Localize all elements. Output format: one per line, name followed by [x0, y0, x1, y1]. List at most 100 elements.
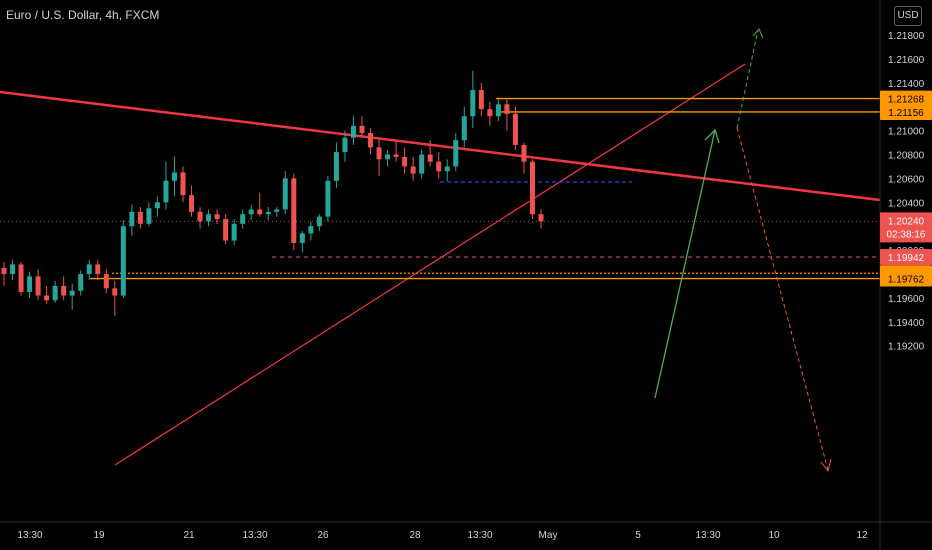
candle-body — [333, 152, 339, 181]
price-tag-label: 1.19942 — [888, 253, 925, 264]
candle-body — [197, 211, 203, 222]
candle-body — [103, 274, 109, 289]
bearish-arrowhead — [820, 458, 832, 473]
candle-body — [44, 295, 50, 301]
candle — [257, 192, 263, 217]
candle-body — [171, 172, 177, 181]
candle-body — [180, 172, 186, 196]
bearish-projection-line[interactable] — [736, 127, 829, 471]
bullish-projection-line[interactable] — [654, 129, 716, 399]
y-tick-label: 1.19600 — [888, 294, 925, 305]
candle-body — [410, 166, 416, 174]
candle — [103, 269, 109, 294]
candle-body — [112, 288, 118, 296]
candle — [282, 171, 288, 215]
y-tick-label: 1.21800 — [888, 31, 925, 42]
candle — [10, 259, 16, 280]
y-tick-label: 1.20400 — [888, 198, 925, 209]
candle — [478, 82, 484, 117]
x-tick-label: 26 — [317, 530, 329, 541]
candle-body — [231, 223, 237, 241]
candle — [316, 214, 322, 231]
candle-body — [1, 268, 7, 274]
price-tag — [880, 270, 932, 287]
candle — [18, 262, 24, 296]
candle — [470, 70, 476, 129]
candle-body — [240, 214, 246, 224]
candle — [538, 209, 544, 229]
candle — [299, 230, 305, 253]
last-price-label: 1.20240 — [888, 216, 925, 227]
candle-body — [461, 116, 467, 141]
y-tick-label: 1.20600 — [888, 174, 925, 185]
candle — [385, 149, 391, 167]
candle — [240, 209, 246, 229]
last-price-tag — [880, 212, 932, 243]
y-tick-label: 1.19200 — [888, 342, 925, 353]
candle — [504, 99, 510, 131]
candle — [27, 271, 33, 298]
price-tag — [880, 249, 932, 266]
candle — [368, 128, 374, 155]
candle — [61, 276, 67, 301]
candle — [410, 156, 416, 181]
candle — [521, 142, 527, 174]
alt-bullish-projection-line[interactable] — [736, 29, 759, 129]
candle-body — [95, 264, 101, 274]
candle — [112, 281, 118, 316]
ascending-trendline[interactable] — [114, 63, 746, 466]
y-tick-label: 1.20800 — [888, 151, 925, 162]
y-tick-label: 1.19400 — [888, 318, 925, 329]
currency-button[interactable]: USD — [894, 6, 922, 26]
candle-body — [120, 226, 126, 296]
candle-body — [512, 113, 518, 145]
candle-body — [265, 211, 271, 215]
candle — [265, 207, 271, 221]
candle-body — [308, 226, 314, 234]
candle-body — [521, 144, 527, 162]
candle — [376, 137, 382, 177]
candle-body — [470, 89, 476, 117]
candle-body — [299, 233, 305, 243]
candle-body — [419, 154, 425, 174]
candle-body — [274, 209, 280, 212]
candle-body — [86, 264, 92, 274]
candle-body — [402, 156, 408, 167]
candle — [512, 106, 518, 150]
candle — [129, 204, 135, 236]
candle-body — [368, 132, 374, 148]
candle-body — [504, 104, 510, 114]
candle-body — [529, 161, 535, 215]
descending-trendline[interactable] — [0, 90, 881, 202]
y-tick-label: 1.21600 — [888, 55, 925, 66]
candle — [69, 283, 75, 310]
candle — [223, 214, 229, 245]
candle — [342, 130, 348, 162]
price-tag — [880, 90, 932, 107]
bullish-arrowhead — [704, 128, 720, 144]
candle-body — [18, 264, 24, 292]
x-tick-label: 12 — [856, 530, 868, 541]
candle — [402, 147, 408, 174]
countdown-label: 02:38:16 — [887, 229, 926, 240]
candle — [419, 149, 425, 179]
candle — [231, 219, 237, 246]
candle-body — [69, 290, 75, 296]
candle-body — [376, 147, 382, 160]
candle — [453, 132, 459, 172]
candle — [146, 202, 152, 227]
candle-body — [129, 211, 135, 227]
candle — [461, 106, 467, 148]
price-tag-label: 1.21156 — [888, 108, 924, 119]
candle-body — [538, 214, 544, 222]
candle-body — [163, 180, 169, 203]
x-tick-label: 13:30 — [17, 530, 42, 541]
candle-body — [257, 209, 263, 215]
x-tick-label: 28 — [409, 530, 421, 541]
candle-body — [78, 274, 84, 291]
candle — [350, 116, 356, 145]
candle — [137, 207, 143, 229]
candle — [325, 176, 331, 222]
candle-body — [282, 178, 288, 210]
